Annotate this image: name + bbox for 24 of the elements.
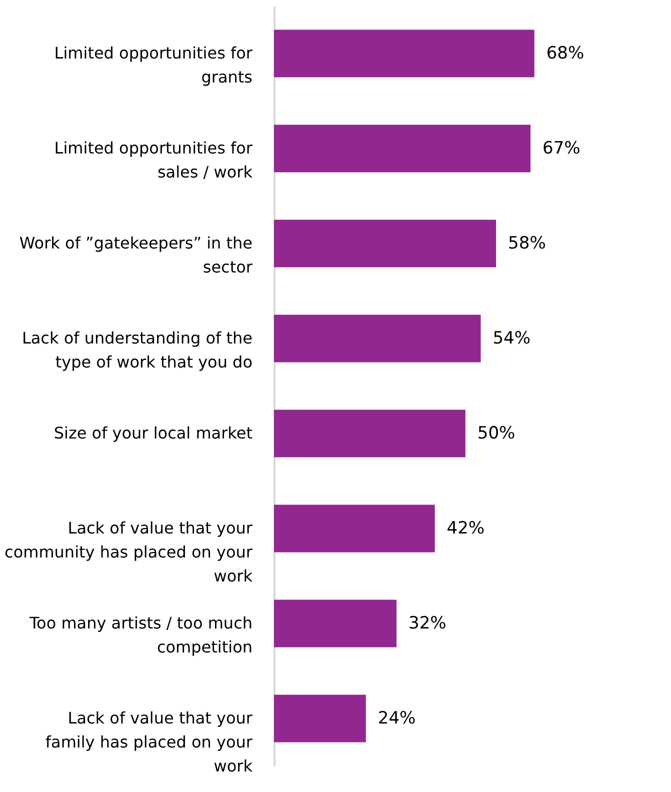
data-label: 50% (477, 424, 516, 444)
y-tick-label: Work of ”gatekeepers” in the sector (19, 234, 253, 276)
data-label: 42% (446, 518, 485, 538)
y-tick-label: Lack of value that your family has placed on your work (45, 708, 254, 776)
data-label: 54% (492, 328, 531, 348)
bar (274, 694, 366, 742)
data-label: 67% (542, 138, 580, 158)
bar (274, 600, 397, 648)
data-label: 58% (508, 234, 546, 254)
y-tick-label: Lack of value that your community has placed on your work (4, 518, 254, 586)
y-tick-label: Limited opportunities for grants (54, 44, 253, 86)
bar (274, 30, 534, 78)
bar (274, 124, 531, 172)
bar (274, 504, 435, 552)
y-tick-label: Size of your local market (54, 424, 252, 442)
bar (274, 314, 481, 362)
data-label: 24% (378, 708, 416, 728)
y-tick-label: Too many artists / too much competition (28, 614, 252, 656)
bar (274, 220, 496, 268)
y-tick-label: Lack of understanding of the type of work that you do (22, 328, 252, 372)
y-tick-label: Limited opportunities for sales / work (54, 138, 254, 182)
data-label: 68% (546, 44, 584, 64)
data-label: 32% (408, 614, 446, 634)
bar (274, 410, 466, 458)
